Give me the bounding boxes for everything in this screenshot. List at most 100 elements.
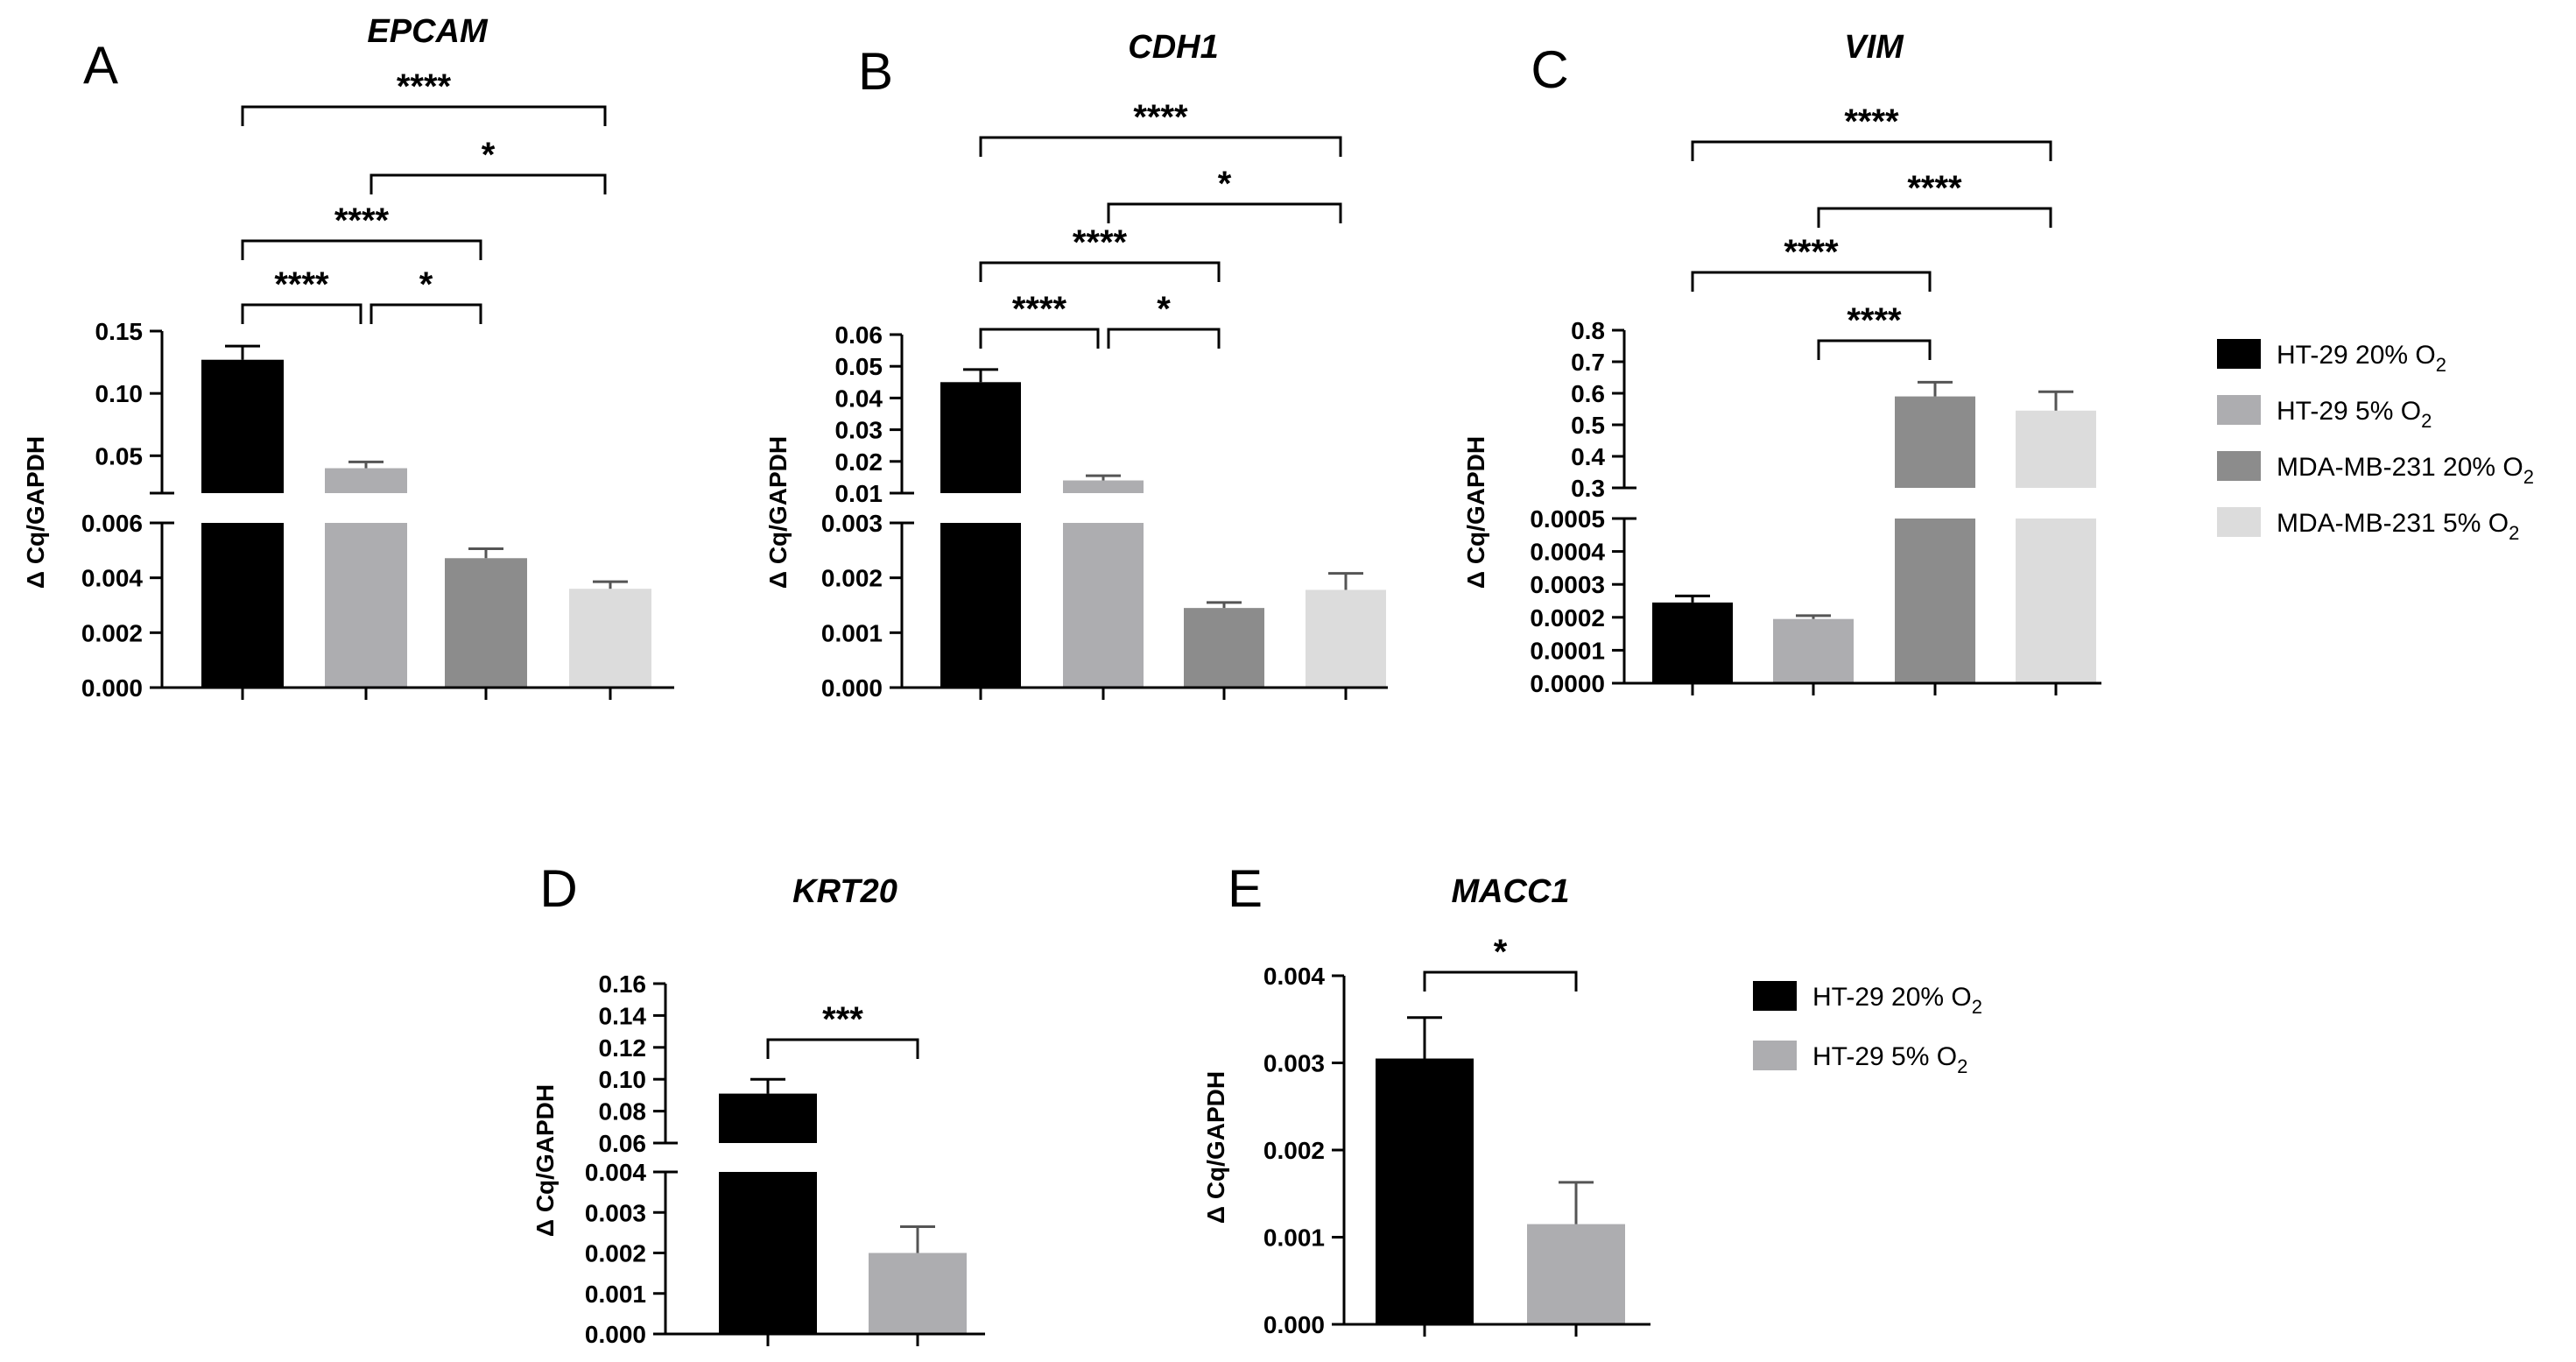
significance-label: ****: [397, 67, 452, 106]
bar-lower-part: [2016, 519, 2096, 683]
y-tick-label: 0.12: [599, 1034, 647, 1062]
y-tick-label: 0.0000: [1530, 670, 1605, 697]
y-tick-label: 0.001: [1263, 1224, 1325, 1252]
y-axis-label: Δ Cq/GAPDH: [531, 1084, 559, 1237]
bar: [719, 1093, 817, 1143]
y-tick-label: 0.15: [95, 318, 144, 345]
y-tick-label: 0.05: [835, 353, 883, 380]
y-tick-label: 0.004: [585, 1159, 646, 1186]
y-tick-label: 0.0002: [1530, 604, 1605, 632]
chart-title: EPCAM: [367, 13, 489, 50]
bar-lower-part: [940, 523, 1021, 688]
significance-label: ****: [1133, 98, 1188, 137]
chart-panel-a: A EPCAM Δ Cq/GAPDH 0.000 0.002 0.004 0.006 0.05…: [22, 13, 674, 702]
y-axis-label: Δ Cq/GAPDH: [22, 436, 49, 589]
significance-bracket: [979, 136, 1342, 157]
significance-bracket: [1691, 271, 1932, 292]
significance-bracket: [241, 239, 482, 260]
bar: [2016, 410, 2096, 488]
legend-label: MDA-MB-231 20% O2: [2277, 453, 2534, 488]
significance-label: ****: [1847, 301, 1902, 340]
bar: [1527, 1224, 1625, 1324]
y-tick-label: 0.002: [1263, 1137, 1325, 1164]
legend-label-text: MDA-MB-231 20% O: [2277, 453, 2523, 482]
y-tick-label: 0.002: [585, 1240, 646, 1267]
bar: [1063, 480, 1144, 493]
y-tick-label: 0.06: [835, 321, 883, 349]
significance-label: ****: [1784, 233, 1839, 272]
chart-title: CDH1: [1128, 29, 1218, 66]
legend-label-subscript: 2: [1957, 1055, 1967, 1077]
chart-panel-e: E MACC1 Δ Cq/GAPDH 0.000 0.001 0.002 0.003 0.00…: [1202, 859, 1650, 1338]
bar: [445, 558, 527, 688]
bar: [569, 589, 651, 688]
legend-swatch: [2217, 395, 2261, 425]
significance-bracket: [979, 261, 1221, 282]
y-tick-label: 0.04: [835, 385, 883, 412]
bar: [1184, 608, 1264, 688]
significance-label: *: [1218, 165, 1232, 203]
y-axis-label: Δ Cq/GAPDH: [764, 436, 792, 589]
legend-label-subscript: 2: [2509, 522, 2519, 544]
panel-letter: A: [83, 36, 118, 95]
y-tick-label: 0.8: [1571, 317, 1605, 344]
legend-label: MDA-MB-231 5% O2: [2277, 509, 2519, 544]
y-tick-label: 0.006: [81, 510, 143, 537]
legend-swatch: [2217, 507, 2261, 537]
legend-swatch: [1753, 981, 1797, 1011]
significance-label: *: [1494, 933, 1508, 971]
legend-swatch: [2217, 451, 2261, 481]
legend-label: HT-29 20% O2: [1812, 983, 1982, 1018]
significance-bracket: [979, 328, 1100, 349]
legend-label-text: HT-29 20% O: [2277, 341, 2436, 370]
y-tick-label: 0.7: [1571, 349, 1605, 376]
significance-bracket: [1691, 140, 2052, 161]
y-tick-label: 0.5: [1571, 412, 1605, 439]
significance-bracket: [241, 303, 362, 324]
bar-lower-part: [719, 1172, 817, 1334]
bar: [869, 1253, 967, 1334]
legend-label: HT-29 5% O2: [1812, 1042, 1967, 1077]
significance-label: ****: [1907, 169, 1962, 208]
bar-lower-part: [1063, 523, 1144, 688]
significance-bracket: [241, 105, 607, 126]
legend-label-subscript: 2: [2436, 354, 2446, 376]
chart-title: KRT20: [792, 873, 897, 910]
significance-label: ****: [1012, 290, 1067, 328]
bar-lower-part: [201, 523, 284, 688]
significance-bracket: [1817, 339, 1932, 360]
y-tick-label: 0.01: [835, 480, 883, 507]
y-tick-label: 0.003: [585, 1199, 646, 1226]
legend-label: HT-29 5% O2: [2277, 397, 2432, 432]
chart-title: MACC1: [1451, 873, 1569, 910]
panel-letter: E: [1228, 859, 1263, 918]
y-tick-label: 0.004: [1263, 963, 1325, 990]
legend-label-subscript: 2: [2523, 466, 2534, 488]
y-tick-label: 0.000: [821, 674, 883, 702]
y-tick-label: 0.000: [585, 1321, 646, 1348]
bar: [325, 468, 407, 493]
legend-2: HT-29 20% O2 HT-29 5% O2: [1753, 981, 1982, 1077]
significance-bracket: [1107, 328, 1221, 349]
y-tick-label: 0.001: [821, 619, 883, 646]
significance-label: *: [1157, 290, 1171, 328]
significance-bracket: [1423, 970, 1578, 992]
bar: [201, 359, 284, 493]
legend-label-text: HT-29 5% O: [2277, 397, 2421, 426]
significance-label: ***: [822, 1000, 863, 1039]
y-tick-label: 0.0003: [1530, 571, 1605, 598]
panel-letter: B: [858, 42, 893, 101]
significance-label: ****: [1844, 102, 1899, 141]
y-tick-label: 0.0005: [1530, 505, 1605, 533]
significance-bracket: [1107, 202, 1342, 223]
y-tick-label: 0.06: [599, 1130, 647, 1157]
significance-label: *: [419, 265, 433, 304]
significance-bracket: [1817, 207, 2052, 228]
significance-bracket: [370, 303, 482, 324]
legend-label-text: MDA-MB-231 5% O: [2277, 509, 2509, 538]
chart-panel-d: D KRT20 Δ Cq/GAPDH 0.000 0.001 0.002 0.003 0.00…: [531, 859, 985, 1348]
bar: [940, 382, 1021, 493]
significance-bracket: [766, 1038, 919, 1059]
